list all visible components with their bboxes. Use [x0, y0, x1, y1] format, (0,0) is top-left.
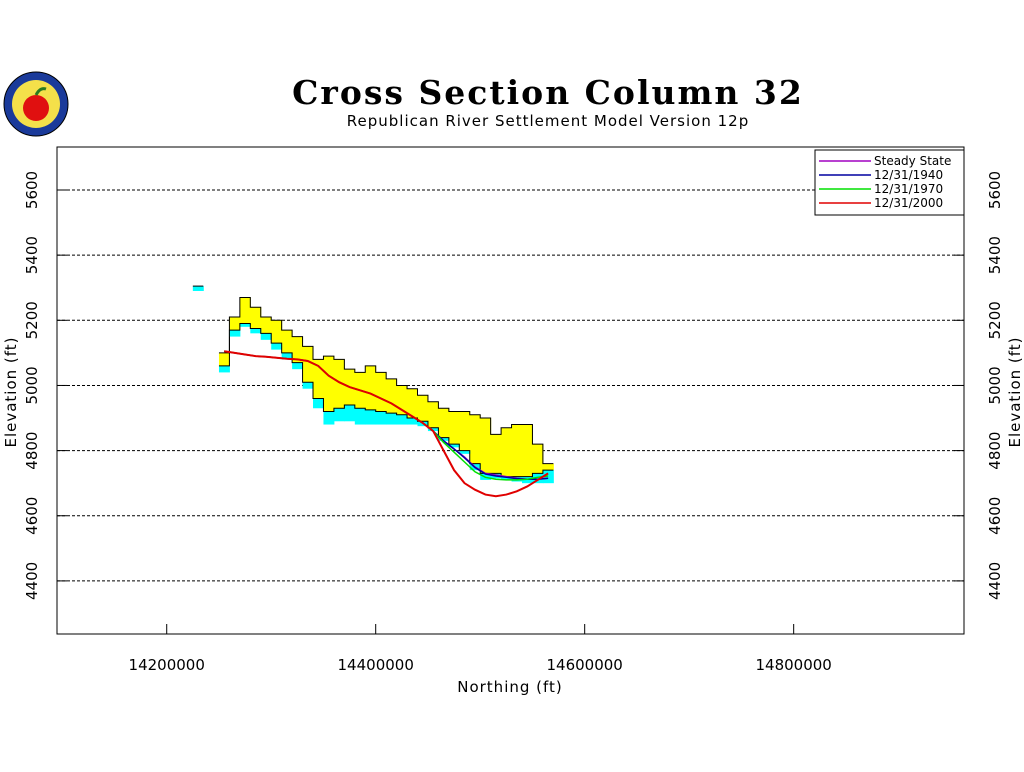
area-column — [229, 330, 241, 337]
area-column — [271, 343, 283, 350]
area-column — [313, 359, 324, 399]
area-column — [323, 411, 335, 425]
legend-label: 12/31/1970 — [874, 182, 943, 196]
y-tick-label: 5400 — [23, 236, 41, 274]
area-column — [448, 411, 460, 445]
y2-axis-label: Elevation (ft) — [1006, 336, 1024, 447]
area-column — [459, 450, 471, 454]
area-column — [386, 378, 398, 414]
chart-subtitle: Republican River Settlement Model Versio… — [347, 112, 749, 130]
plot-frame — [56, 146, 965, 635]
area-column — [271, 320, 283, 344]
area-column — [250, 328, 262, 334]
y-tick-label: 5600 — [23, 171, 41, 209]
legend-label: 12/31/2000 — [874, 196, 943, 210]
legend-label: 12/31/1940 — [874, 168, 943, 182]
area-column — [302, 382, 314, 389]
area-edge — [218, 296, 554, 465]
area-column — [365, 409, 377, 425]
area-column — [375, 372, 387, 412]
area-column — [313, 398, 324, 409]
area-column — [229, 317, 241, 331]
area-column — [396, 385, 408, 415]
y-tick-label: 4800 — [23, 432, 41, 470]
y-tick-label: 5000 — [23, 366, 41, 404]
area-column — [490, 434, 502, 474]
y2-tick-label: 4400 — [986, 562, 1004, 600]
area-column — [375, 411, 387, 425]
area-column — [354, 408, 366, 425]
area-column — [302, 346, 314, 383]
area-column — [448, 444, 460, 448]
area-column — [469, 414, 481, 464]
y-tick-label: 5200 — [23, 301, 41, 339]
area-column — [323, 356, 335, 412]
area-column — [542, 470, 554, 484]
area-column — [333, 408, 345, 422]
area-column — [532, 444, 544, 474]
x-tick-label: 14200000 — [129, 656, 205, 674]
area-column — [192, 286, 204, 291]
y2-tick-label: 4800 — [986, 432, 1004, 470]
x-tick-label: 14800000 — [755, 656, 831, 674]
area-column — [438, 408, 450, 438]
y2-tick-label: 5200 — [986, 301, 1004, 339]
legend-label: Steady State — [874, 154, 951, 168]
area-column — [501, 427, 513, 477]
y2-tick-label: 5400 — [986, 236, 1004, 274]
y-tick-label: 4600 — [23, 497, 41, 535]
area-column — [239, 297, 251, 324]
area-column — [427, 427, 439, 432]
logo — [3, 71, 69, 137]
area-column — [239, 323, 251, 327]
area-column — [417, 395, 429, 422]
area-column — [407, 418, 419, 425]
area-column — [250, 307, 262, 329]
y-tick-label: 4400 — [23, 562, 41, 600]
area-column — [365, 365, 377, 410]
area-column — [542, 463, 554, 471]
area-column — [511, 424, 523, 477]
x-axis-label: Northing (ft) — [457, 678, 563, 696]
area-column — [260, 333, 272, 340]
x-tick-label: 14600000 — [547, 656, 623, 674]
area-column — [281, 330, 293, 353]
area-column — [427, 401, 439, 428]
x-tick-label: 14400000 — [338, 656, 414, 674]
area-column — [344, 404, 356, 422]
area-column — [459, 411, 471, 451]
area-edge — [218, 323, 554, 478]
chart-title: Cross Section Column 32 — [292, 73, 804, 112]
series-line — [224, 350, 549, 498]
area-column — [407, 388, 419, 419]
area-column — [218, 365, 230, 373]
area-column — [501, 476, 513, 480]
area-column — [292, 336, 304, 363]
area-column — [532, 473, 544, 484]
area-column — [281, 352, 293, 360]
area-column — [396, 414, 408, 425]
area-column — [218, 352, 230, 366]
y2-tick-label: 5000 — [986, 366, 1004, 404]
area-column — [333, 359, 345, 409]
y2-tick-label: 5600 — [986, 171, 1004, 209]
area-column — [260, 317, 272, 334]
area-column — [480, 418, 492, 474]
area-column — [386, 413, 398, 425]
y2-tick-label: 4600 — [986, 497, 1004, 535]
y-axis-label: Elevation (ft) — [2, 336, 20, 447]
area-column — [438, 437, 450, 441]
area-column — [521, 424, 533, 477]
area-column — [292, 362, 304, 370]
